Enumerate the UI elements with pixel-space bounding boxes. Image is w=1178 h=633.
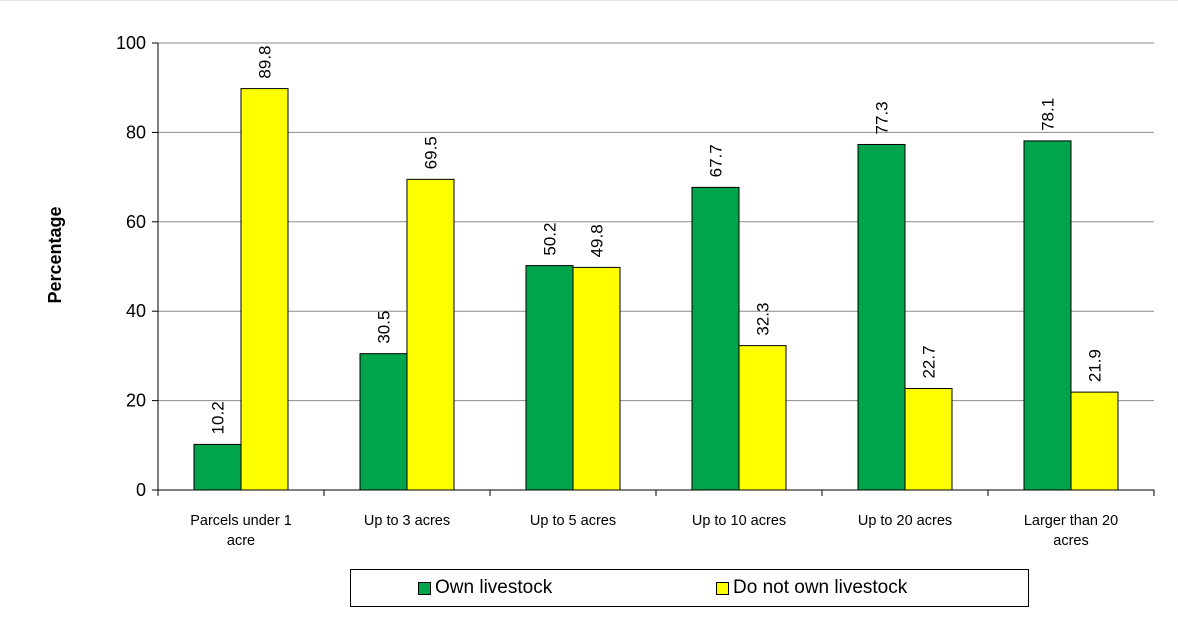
legend-swatch-own [418, 581, 431, 595]
data-label: 78.1 [1039, 98, 1058, 131]
y-tick-label: 0 [136, 480, 146, 500]
axes [152, 42, 1155, 496]
legend-item-not-own: Do not own livestock [716, 570, 907, 606]
data-label: 22.7 [920, 345, 939, 378]
x-category-label: acre [227, 533, 255, 549]
y-tick-label: 40 [126, 301, 146, 321]
legend: Own livestock Do not own livestock [350, 569, 1029, 607]
bar-own-livestock [193, 443, 242, 491]
x-category-label: acres [1053, 533, 1088, 549]
data-label: 50.2 [541, 223, 560, 256]
x-category-label: Up to 3 acres [364, 513, 450, 529]
y-axis-label: Percentage [45, 206, 65, 303]
data-label: 10.2 [209, 401, 228, 434]
x-category-label: Up to 5 acres [530, 513, 616, 529]
data-label: 89.8 [256, 46, 275, 79]
bar-own-livestock [359, 353, 408, 491]
top-rule [0, 0, 1178, 1]
data-label: 30.5 [375, 311, 394, 344]
data-label: 32.3 [754, 303, 773, 336]
bar-do-not-own-livestock [572, 266, 621, 491]
y-tick-label: 60 [126, 212, 146, 232]
bar-do-not-own-livestock [406, 178, 455, 491]
bar-own-livestock [857, 143, 906, 491]
gridlines [158, 42, 1154, 402]
bars [193, 88, 1119, 491]
legend-label-not-own: Do not own livestock [733, 577, 908, 598]
y-tick-label: 20 [126, 391, 146, 411]
data-label: 67.7 [707, 144, 726, 177]
bar-do-not-own-livestock [738, 345, 787, 491]
data-labels: 10.2 89.8 30.5 69.5 50.2 49.8 67.7 32.3 77.3 22.7… [209, 46, 1105, 435]
y-tick-label: 100 [116, 33, 146, 53]
bar-own-livestock [691, 186, 740, 491]
legend-item-own: Own livestock [418, 570, 552, 606]
x-category-label: Up to 10 acres [692, 513, 786, 529]
x-category-label: Larger than 20 [1024, 513, 1118, 529]
bar-do-not-own-livestock [1070, 391, 1119, 491]
legend-label-own: Own livestock [435, 577, 553, 598]
x-category-labels: Parcels under 1 acre Up to 3 acres Up to 5 … [190, 513, 1118, 549]
x-category-label: Up to 20 acres [858, 513, 952, 529]
data-label: 49.8 [588, 224, 607, 257]
bar-own-livestock [525, 265, 574, 491]
bar-do-not-own-livestock [904, 388, 953, 491]
y-tick-labels: 0 20 40 60 80 100 [116, 33, 146, 500]
data-label: 69.5 [422, 136, 441, 169]
x-category-label: Parcels under 1 [190, 513, 292, 529]
y-tick-label: 80 [126, 122, 146, 142]
data-label: 77.3 [873, 101, 892, 134]
data-label: 21.9 [1086, 349, 1105, 382]
bar-own-livestock [1023, 140, 1072, 491]
legend-swatch-not-own [716, 581, 729, 595]
bar-do-not-own-livestock [240, 88, 289, 491]
